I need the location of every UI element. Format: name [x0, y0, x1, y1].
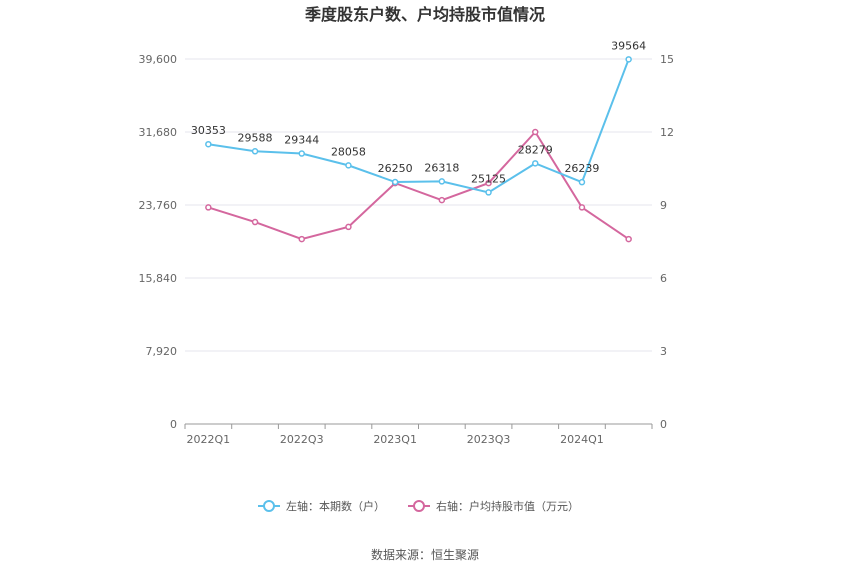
- data-point: [391, 178, 399, 186]
- legend-item: 右轴：户均持股市值（万元）: [408, 499, 579, 513]
- legend-swatch-marker: [263, 500, 275, 512]
- legend-label: 右轴：户均持股市值（万元）: [436, 499, 579, 513]
- data-label: 26239: [564, 162, 599, 175]
- data-label: 30353: [191, 124, 226, 137]
- data-point: [625, 56, 632, 63]
- x-tick-label: 2022Q3: [280, 433, 324, 446]
- data-point: [485, 179, 492, 187]
- data-point: [205, 140, 212, 148]
- legend: 左轴：本期数（户） 右轴：户均持股市值（万元）: [258, 499, 579, 513]
- data-point: [345, 223, 352, 231]
- left-tick-label: 0: [170, 418, 177, 431]
- data-point: [251, 218, 259, 226]
- x-tick-label: 2023Q1: [373, 433, 417, 446]
- data-point: [578, 178, 586, 186]
- data-point: [625, 235, 632, 243]
- data-label: 29344: [284, 134, 319, 147]
- data-label: 26250: [378, 162, 413, 175]
- series-line: [208, 58, 630, 194]
- left-axis: 0 7,920 15,840 23,760 31,680 39,600: [139, 53, 178, 431]
- left-tick-label: 31,680: [139, 126, 178, 139]
- legend-label: 左轴：本期数（户）: [286, 499, 385, 513]
- x-axis: 2022Q1 2022Q3 2023Q1 2023Q3 2024Q1: [184, 424, 653, 446]
- right-tick-label: 12: [660, 126, 674, 139]
- data-label: 26318: [424, 161, 459, 174]
- data-point: [298, 150, 305, 157]
- data-label: 29588: [238, 131, 273, 144]
- data-point: [345, 162, 352, 169]
- data-label: 28279: [518, 143, 553, 156]
- legend-item: 左轴：本期数（户）: [258, 499, 385, 513]
- left-tick-label: 23,760: [139, 199, 178, 212]
- data-point: [298, 235, 305, 243]
- left-tick-label: 15,840: [139, 272, 178, 285]
- left-tick-label: 39,600: [139, 53, 178, 66]
- right-tick-label: 6: [660, 272, 667, 285]
- series-left: 30353 29588 29344 28058 26250 26318 25125 28279…: [191, 39, 646, 196]
- source-note: 数据来源：恒生聚源: [371, 547, 479, 562]
- legend-swatch-marker: [413, 500, 425, 512]
- chart-title: 季度股东户数、户均持股市值情况: [304, 5, 545, 24]
- data-point: [205, 204, 212, 211]
- data-label: 39564: [611, 39, 646, 52]
- data-point: [532, 160, 539, 167]
- right-axis: 0 3 6 9 12 15: [660, 53, 674, 431]
- data-point: [532, 128, 539, 136]
- right-tick-label: 3: [660, 345, 667, 358]
- right-tick-label: 9: [660, 199, 667, 212]
- data-label: 25125: [471, 172, 506, 185]
- right-tick-label: 0: [660, 418, 667, 431]
- series-right: [205, 128, 632, 243]
- x-tick-label: 2023Q3: [467, 433, 511, 446]
- data-point: [578, 204, 586, 211]
- data-point: [251, 148, 259, 155]
- data-point: [485, 189, 492, 196]
- series-layer: 30353 29588 29344 28058 26250 26318 25125 28279…: [191, 39, 646, 243]
- grid: [185, 58, 652, 425]
- data-label: 28058: [331, 145, 366, 158]
- right-tick-label: 15: [660, 53, 674, 66]
- x-tick-label: 2024Q1: [560, 433, 604, 446]
- series-line: [208, 130, 630, 241]
- data-point: [438, 178, 446, 185]
- x-tick-label: 2022Q1: [187, 433, 231, 446]
- data-point: [438, 196, 446, 204]
- left-tick-label: 7,920: [146, 345, 178, 358]
